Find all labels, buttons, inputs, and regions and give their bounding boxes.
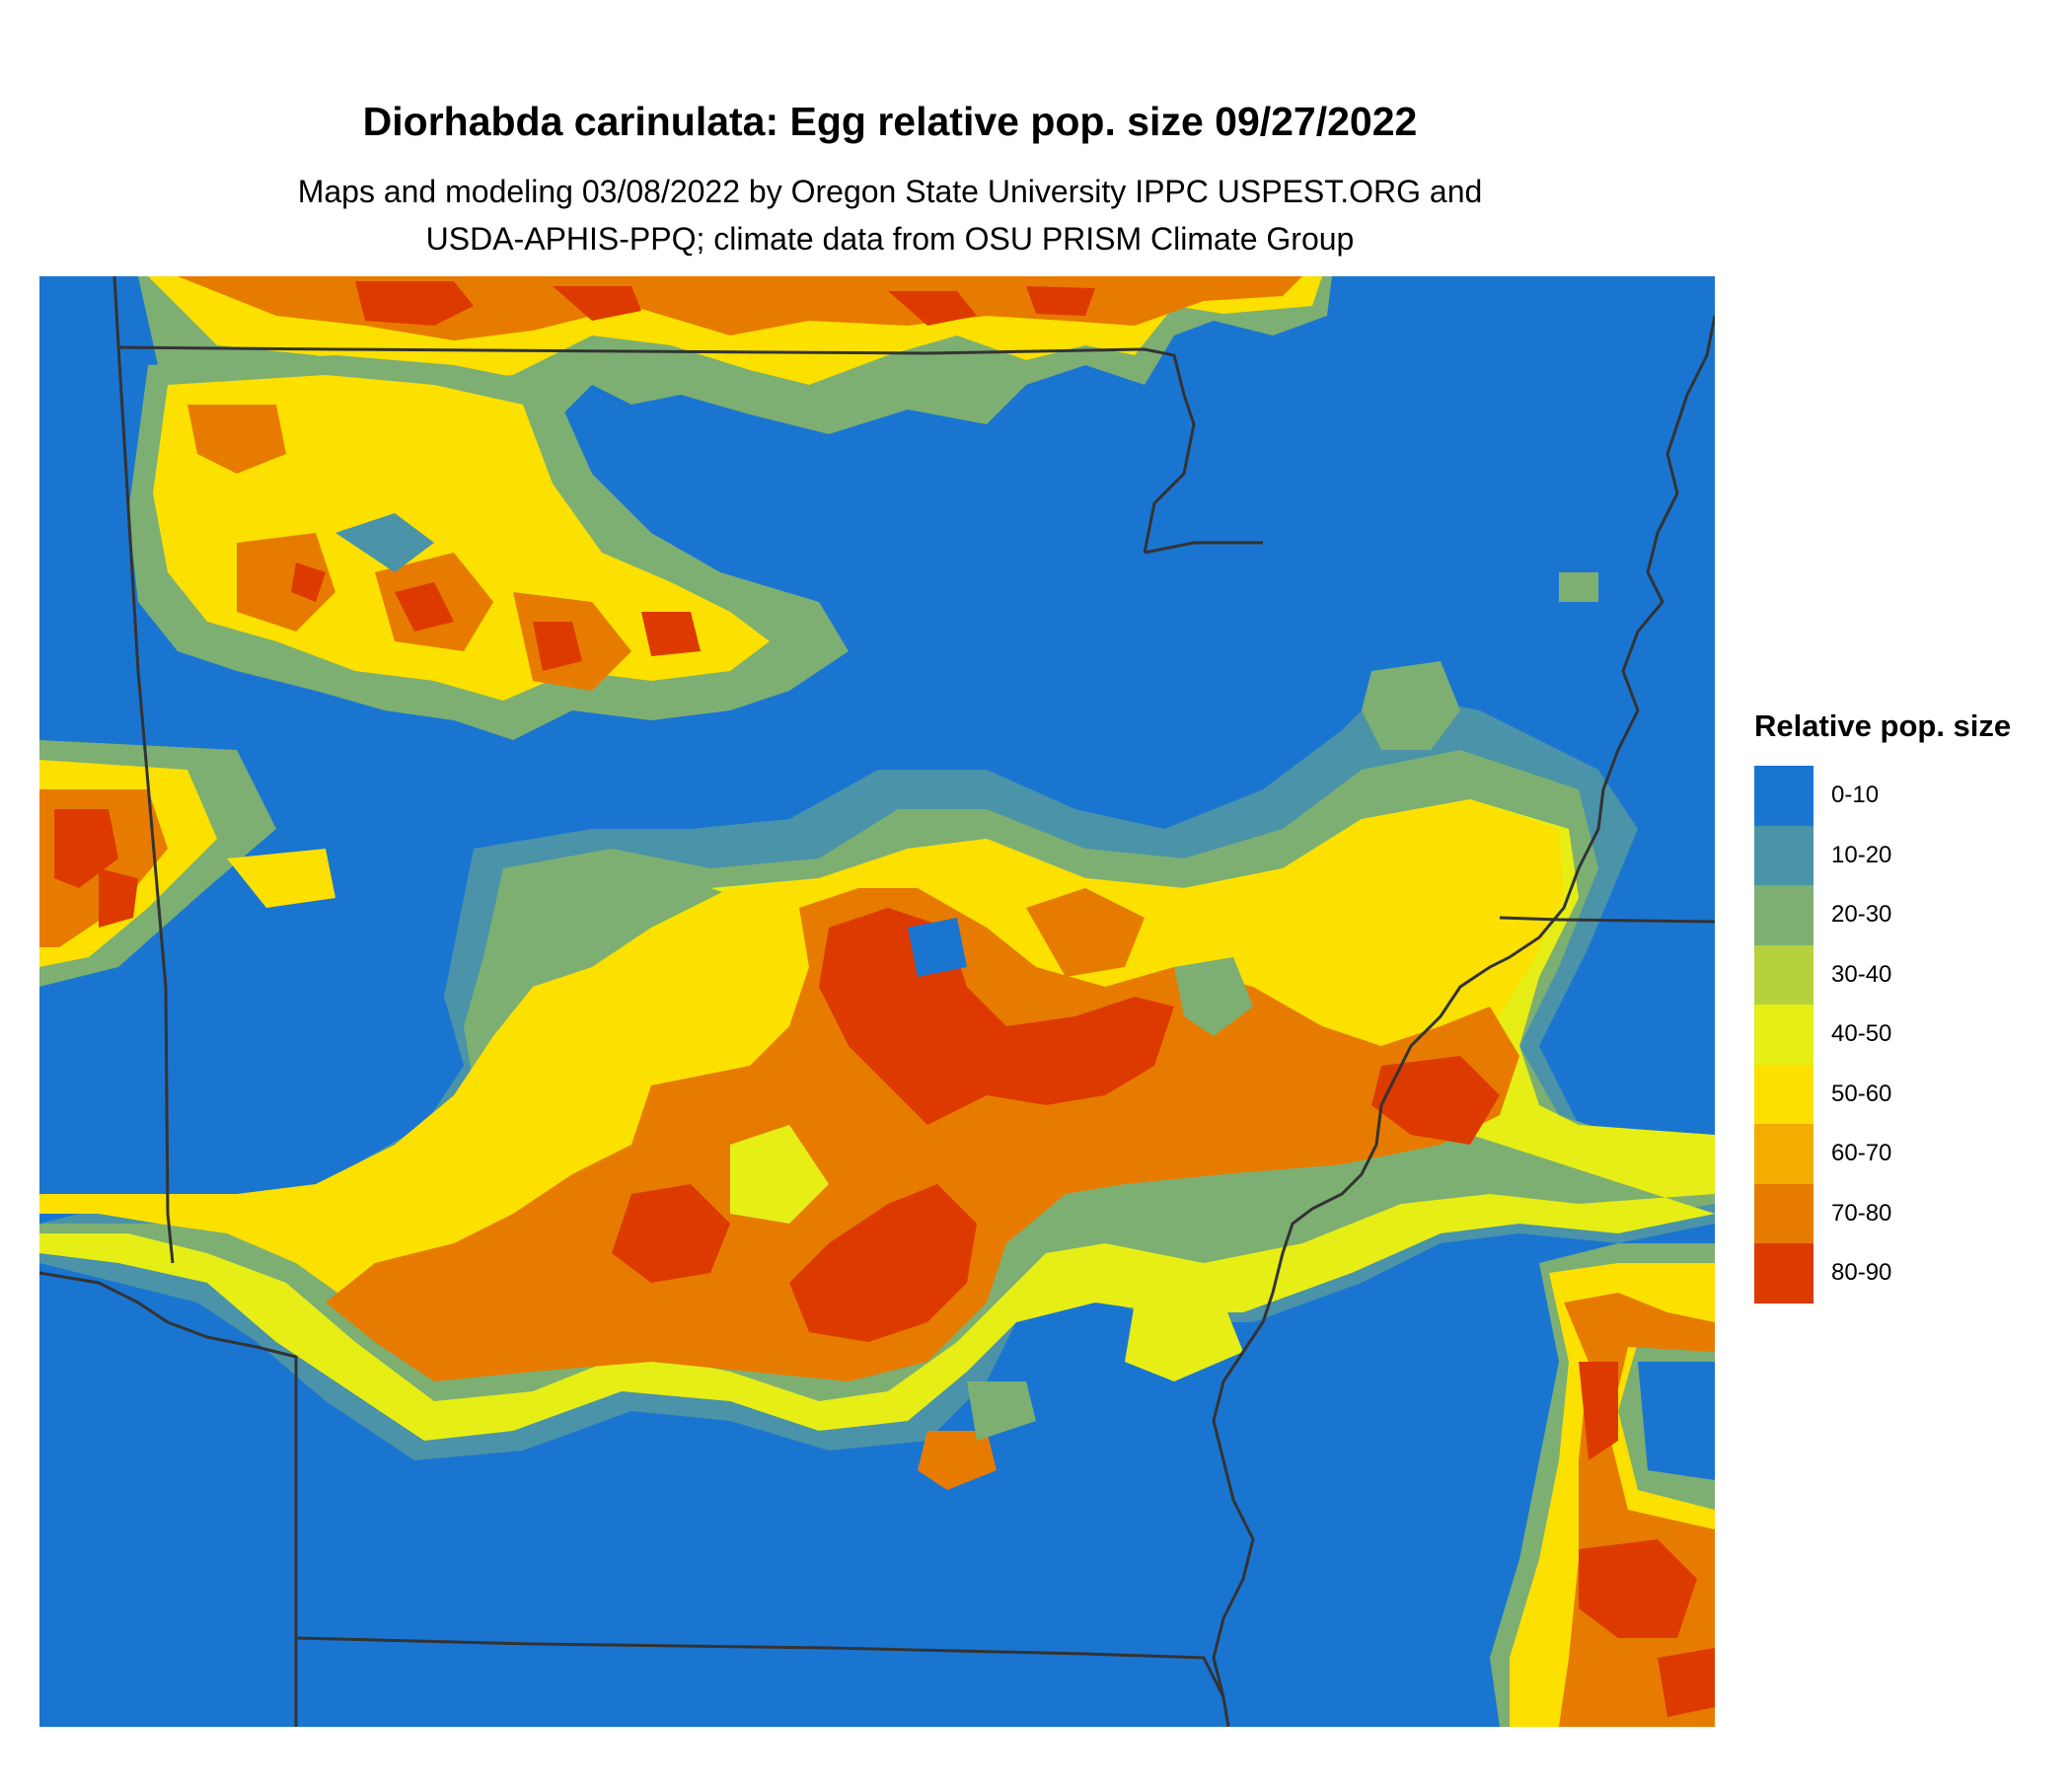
legend: Relative pop. size 0-10 10-20 20-30 30-40 40… — [1754, 708, 2060, 1304]
legend-swatch — [1754, 1124, 1813, 1184]
legend-item: 10-20 — [1754, 825, 2060, 885]
river-boundary — [1212, 315, 1715, 1727]
legend-swatch — [1754, 1183, 1813, 1243]
legend-item: 40-50 — [1754, 1005, 2060, 1065]
subtitle-line-2: USDA-APHIS-PPQ; climate data from OSU PR… — [425, 221, 1355, 257]
legend-item: 30-40 — [1754, 944, 2060, 1005]
legend-item: 70-80 — [1754, 1183, 2060, 1243]
legend-label: 10-20 — [1831, 841, 1892, 868]
map-subtitle: Maps and modeling 03/08/2022 by Oregon S… — [39, 168, 1740, 262]
legend-label: 50-60 — [1831, 1080, 1892, 1107]
state-boundaries — [39, 276, 1715, 1727]
legend-swatch — [1754, 1064, 1813, 1124]
central-region — [39, 691, 1715, 1490]
northwest-region — [128, 355, 849, 740]
legend-label: 30-40 — [1831, 960, 1892, 988]
boundary-west — [112, 276, 175, 1264]
legend-item: 50-60 — [1754, 1064, 2060, 1124]
southeast-region — [1490, 1243, 1715, 1727]
legend-label: 0-10 — [1831, 782, 1880, 809]
population-map — [39, 276, 1715, 1727]
legend-label: 40-50 — [1831, 1020, 1892, 1048]
legend-swatch — [1754, 944, 1813, 1005]
legend-items: 0-10 10-20 20-30 30-40 40-50 50-60 60-70 70-80 8… — [1754, 766, 2060, 1304]
legend-item: 0-10 — [1754, 766, 2060, 826]
legend-item: 60-70 — [1754, 1124, 2060, 1184]
western-region — [39, 740, 335, 987]
map-title: Diorhabda carinulata: Egg relative pop. … — [362, 99, 1418, 144]
legend-label: 20-30 — [1831, 901, 1892, 929]
legend-label: 60-70 — [1831, 1140, 1892, 1167]
legend-label: 80-90 — [1831, 1259, 1892, 1287]
boundary-north — [117, 345, 1196, 554]
legend-item: 20-30 — [1754, 885, 2060, 945]
legend-swatch — [1754, 766, 1813, 826]
map-canvas — [39, 276, 1715, 1727]
boundary-east — [1499, 916, 1715, 924]
legend-label: 70-80 — [1831, 1199, 1892, 1227]
subtitle-line-1: Maps and modeling 03/08/2022 by Oregon S… — [297, 174, 1483, 209]
legend-swatch — [1754, 1005, 1813, 1065]
legend-swatch — [1754, 1243, 1813, 1304]
legend-swatch — [1754, 825, 1813, 885]
legend-title: Relative pop. size — [1754, 708, 2012, 743]
boundary-southwest — [39, 1271, 298, 1727]
legend-item: 80-90 — [1754, 1243, 2060, 1304]
northeast-region — [1362, 572, 1598, 750]
legend-swatch — [1754, 885, 1813, 945]
boundary-ne-lower — [1144, 541, 1263, 555]
boundary-south — [295, 1636, 1225, 1698]
